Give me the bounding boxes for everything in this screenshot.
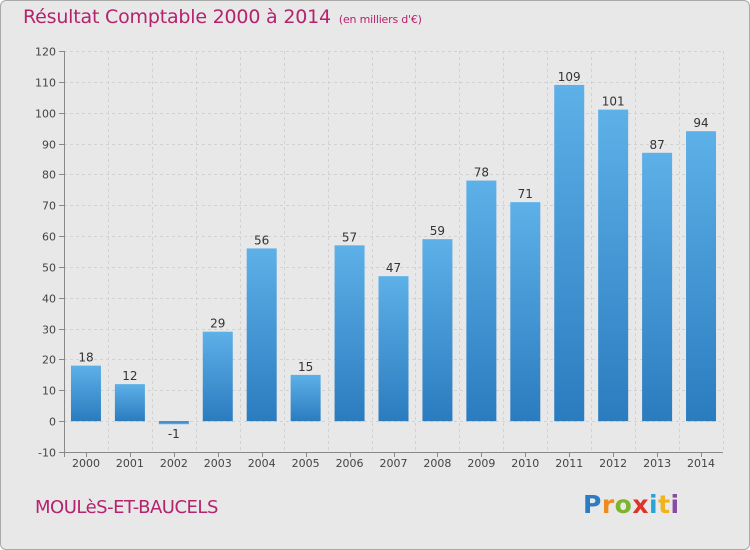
commune-name: MOULèS-ET-BAUCELS [35, 497, 218, 518]
logo-letter: o [614, 490, 633, 519]
x-tick-label: 2009 [467, 457, 495, 470]
bar-2005 [290, 374, 321, 422]
value-label: 101 [602, 95, 625, 109]
x-tick-label: 2001 [116, 457, 144, 470]
logo-letter: t [658, 490, 671, 519]
value-label: 15 [298, 360, 313, 374]
logo-letter: P [583, 490, 602, 519]
x-tick-label: 2013 [643, 457, 671, 470]
value-label: 59 [430, 224, 445, 238]
value-label: 12 [122, 369, 137, 383]
value-label: 94 [693, 116, 708, 130]
y-tick-label: 120 [35, 46, 56, 59]
bar-2002 [158, 421, 189, 425]
y-tick-label: 100 [35, 108, 56, 121]
bar-2008 [422, 239, 453, 422]
value-label: 78 [474, 166, 489, 180]
bar-2000 [70, 365, 101, 422]
value-label: 56 [254, 233, 269, 247]
bar-layer [70, 84, 717, 425]
x-tick-label: 2011 [555, 457, 583, 470]
chart-subtitle: (en milliers d'€) [338, 13, 422, 26]
bar-2010 [510, 202, 541, 422]
y-tick-label: 50 [42, 262, 56, 275]
y-tick-label: 70 [42, 200, 56, 213]
y-tick-label: 10 [42, 385, 56, 398]
bar-2013 [642, 152, 673, 422]
x-tick-label: 2003 [204, 457, 232, 470]
value-label: 18 [78, 351, 93, 365]
logo-letter: i [649, 490, 659, 519]
value-label: 87 [649, 138, 664, 152]
x-tick-label: 2004 [248, 457, 276, 470]
bar-2007 [378, 276, 409, 422]
x-tick-label: 2006 [336, 457, 364, 470]
bar-2004 [246, 248, 277, 422]
y-tick-label: 40 [42, 293, 56, 306]
y-tick-label: 30 [42, 324, 56, 337]
y-tick-label: 80 [42, 169, 56, 182]
axis-layer: -10 0 10 20 30 40 50 60 70 80 90 100 110 120 2000 2001 2… [35, 46, 723, 470]
chart-title: Résultat Comptable 2000 à 2014 (en millie… [23, 6, 422, 28]
proxiti-logo[interactable]: Proxiti [583, 490, 680, 519]
value-label: 109 [558, 70, 581, 84]
bar-2006 [334, 245, 365, 422]
value-label: 29 [210, 317, 225, 331]
value-label: 57 [342, 230, 357, 244]
y-tick-label: 0 [49, 416, 56, 429]
x-tick-label: 2007 [380, 457, 408, 470]
y-tick-label: 110 [35, 77, 56, 90]
value-label: -1 [168, 427, 180, 441]
bar-2001 [114, 384, 145, 422]
logo-letter: i [670, 490, 680, 519]
y-tick-label: -10 [38, 447, 56, 460]
x-tick-label: 2010 [511, 457, 539, 470]
chart-title-text: Résultat Comptable 2000 à 2014 [23, 6, 331, 28]
bar-2012 [598, 109, 629, 422]
y-tick-label: 60 [42, 231, 56, 244]
bar-2003 [202, 331, 233, 422]
value-label: 71 [518, 187, 533, 201]
y-tick-label: 90 [42, 139, 56, 152]
x-tick-label: 2008 [423, 457, 451, 470]
label-layer: 18 12 -1 29 56 15 57 47 59 78 71 109 101 87 94 [78, 70, 708, 441]
bar-2014 [686, 131, 717, 422]
bar-2011 [554, 84, 585, 422]
value-label: 47 [386, 261, 401, 275]
logo-letter: r [601, 490, 615, 519]
x-tick-label: 2014 [687, 457, 715, 470]
x-tick-label: 2005 [292, 457, 320, 470]
x-tick-label: 2012 [599, 457, 627, 470]
y-tick-label: 20 [42, 354, 56, 367]
x-tick-label: 2002 [160, 457, 188, 470]
x-tick-label: 2000 [72, 457, 100, 470]
logo-letter: x [632, 490, 649, 519]
bar-2009 [466, 180, 497, 422]
